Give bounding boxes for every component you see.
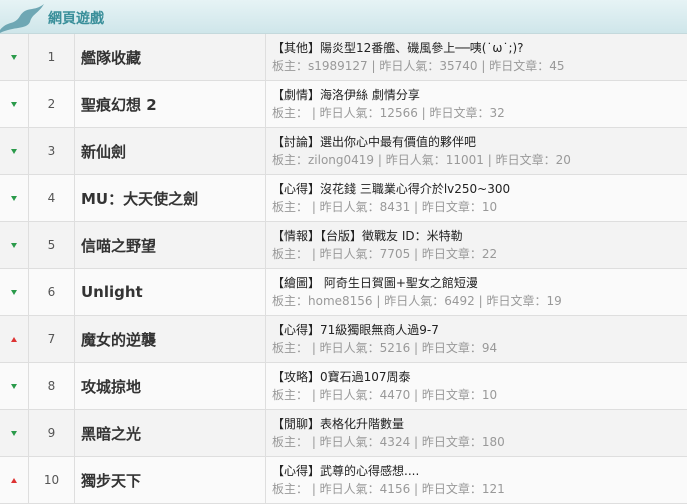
ranking-row: 10 獨步天下 【心得】武尊的心得感想.... 板主： | 昨日人氣：4156 |… [0, 457, 687, 504]
trend-cell [0, 410, 29, 456]
topic-link[interactable]: 【心得】71級獨眼無商人過9-7 [272, 323, 439, 337]
board-meta: 板主： | 昨日人氣：4470 | 昨日文章：10 [272, 388, 498, 402]
trend-down-icon [11, 383, 17, 389]
game-name-link[interactable]: MU：大天使之劍 [75, 175, 266, 221]
ranking-row: 1 艦隊收藏 【其他】陽炎型12番艦、磯風參上──咦(˙ω˙;)? 板主：s198… [0, 34, 687, 81]
topic-link[interactable]: 【心得】沒花錢 三職業心得介於lv250~300 [272, 182, 511, 196]
board-meta: 板主： | 昨日人氣：4324 | 昨日文章：180 [272, 435, 505, 449]
ranking-row: 3 新仙劍 【討論】選出你心中最有價值的夥伴吧板主：zilong0419 | 昨… [0, 128, 687, 175]
game-name-link[interactable]: 黑暗之光 [75, 410, 266, 456]
trend-cell [0, 269, 29, 315]
trend-cell [0, 363, 29, 409]
ranking-row: 4 MU：大天使之劍 【心得】沒花錢 三職業心得介於lv250~300 板主： |… [0, 175, 687, 222]
topic-link[interactable]: 【心得】武尊的心得感想.... [272, 464, 420, 478]
game-name-link[interactable]: 魔女的逆襲 [75, 316, 266, 362]
rank-number: 5 [29, 222, 75, 268]
rank-number: 9 [29, 410, 75, 456]
game-name-link[interactable]: 攻城掠地 [75, 363, 266, 409]
trend-cell [0, 316, 29, 362]
topic-cell: 【繪圖】 阿奇生日賀圖+聖女之館短漫板主：home8156 | 昨日人氣：649… [266, 269, 687, 315]
topic-cell: 【情報】【台版】徵戰友 ID：米特勒板主： | 昨日人氣：7705 | 昨日文章… [266, 222, 687, 268]
topic-cell: 【攻略】0寶石過107周泰板主： | 昨日人氣：4470 | 昨日文章：10 [266, 363, 687, 409]
topic-link[interactable]: 【討論】選出你心中最有價值的夥伴吧 [272, 135, 477, 149]
dragon-logo-icon [0, 4, 44, 33]
topic-link[interactable]: 【攻略】0寶石過107周泰 [272, 370, 411, 384]
trend-cell [0, 128, 29, 174]
trend-cell [0, 34, 29, 80]
topic-link[interactable]: 【情報】【台版】徵戰友 ID：米特勒 [272, 229, 463, 243]
rank-number: 3 [29, 128, 75, 174]
board-meta: 板主： | 昨日人氣：7705 | 昨日文章：22 [272, 247, 498, 261]
board-meta: 板主： | 昨日人氣：4156 | 昨日文章：121 [272, 482, 505, 496]
trend-cell [0, 222, 29, 268]
trend-cell [0, 175, 29, 221]
game-name-link[interactable]: Unlight [75, 269, 266, 315]
rank-number: 7 [29, 316, 75, 362]
topic-cell: 【劇情】海洛伊絲 劇情分享板主： | 昨日人氣：12566 | 昨日文章：32 [266, 81, 687, 127]
topic-cell: 【心得】沒花錢 三職業心得介於lv250~300 板主： | 昨日人氣：8431 … [266, 175, 687, 221]
game-name-link[interactable]: 新仙劍 [75, 128, 266, 174]
ranking-row: 7 魔女的逆襲 【心得】71級獨眼無商人過9-7 板主： | 昨日人氣：5216 … [0, 316, 687, 363]
rank-number: 1 [29, 34, 75, 80]
trend-down-icon [11, 148, 17, 154]
topic-cell: 【心得】71級獨眼無商人過9-7 板主： | 昨日人氣：5216 | 昨日文章：9… [266, 316, 687, 362]
section-header: 網頁遊戲 [0, 0, 687, 34]
topic-cell: 【閒聊】表格化升階數量板主： | 昨日人氣：4324 | 昨日文章：180 [266, 410, 687, 456]
ranking-row: 5 信喵之野望 【情報】【台版】徵戰友 ID：米特勒板主： | 昨日人氣：770… [0, 222, 687, 269]
game-name-link[interactable]: 聖痕幻想 2 [75, 81, 266, 127]
trend-cell [0, 81, 29, 127]
rank-number: 6 [29, 269, 75, 315]
board-meta: 板主：home8156 | 昨日人氣：6492 | 昨日文章：19 [272, 294, 562, 308]
game-name-link[interactable]: 獨步天下 [75, 457, 266, 503]
rank-number: 10 [29, 457, 75, 503]
topic-cell: 【討論】選出你心中最有價值的夥伴吧板主：zilong0419 | 昨日人氣：11… [266, 128, 687, 174]
topic-cell: 【心得】武尊的心得感想.... 板主： | 昨日人氣：4156 | 昨日文章：12… [266, 457, 687, 503]
trend-down-icon [11, 101, 17, 107]
trend-up-icon [11, 336, 17, 342]
board-meta: 板主：s1989127 | 昨日人氣：35740 | 昨日文章：45 [272, 59, 565, 73]
topic-link[interactable]: 【劇情】海洛伊絲 劇情分享 [272, 88, 420, 102]
ranking-row: 8 攻城掠地 【攻略】0寶石過107周泰板主： | 昨日人氣：4470 | 昨日… [0, 363, 687, 410]
trend-up-icon [11, 477, 17, 483]
rank-number: 2 [29, 81, 75, 127]
trend-cell [0, 457, 29, 503]
ranking-row: 6 Unlight 【繪圖】 阿奇生日賀圖+聖女之館短漫板主：home8156 … [0, 269, 687, 316]
topic-link[interactable]: 【閒聊】表格化升階數量 [272, 417, 405, 431]
rank-number: 8 [29, 363, 75, 409]
topic-cell: 【其他】陽炎型12番艦、磯風參上──咦(˙ω˙;)? 板主：s1989127 | … [266, 34, 687, 80]
board-meta: 板主： | 昨日人氣：12566 | 昨日文章：32 [272, 106, 505, 120]
board-meta: 板主： | 昨日人氣：8431 | 昨日文章：10 [272, 200, 498, 214]
topic-link[interactable]: 【其他】陽炎型12番艦、磯風參上──咦(˙ω˙;)? [272, 41, 524, 55]
trend-down-icon [11, 54, 17, 60]
ranking-row: 2 聖痕幻想 2 【劇情】海洛伊絲 劇情分享板主： | 昨日人氣：12566 |… [0, 81, 687, 128]
game-name-link[interactable]: 信喵之野望 [75, 222, 266, 268]
trend-down-icon [11, 242, 17, 248]
trend-down-icon [11, 430, 17, 436]
topic-link[interactable]: 【繪圖】 阿奇生日賀圖+聖女之館短漫 [272, 276, 478, 290]
trend-down-icon [11, 289, 17, 295]
rank-number: 4 [29, 175, 75, 221]
board-meta: 板主：zilong0419 | 昨日人氣：11001 | 昨日文章：20 [272, 153, 571, 167]
game-name-link[interactable]: 艦隊收藏 [75, 34, 266, 80]
ranking-list: 1 艦隊收藏 【其他】陽炎型12番艦、磯風參上──咦(˙ω˙;)? 板主：s198… [0, 34, 687, 504]
section-title: 網頁遊戲 [48, 11, 104, 27]
board-meta: 板主： | 昨日人氣：5216 | 昨日文章：94 [272, 341, 498, 355]
ranking-row: 9 黑暗之光 【閒聊】表格化升階數量板主： | 昨日人氣：4324 | 昨日文章… [0, 410, 687, 457]
trend-down-icon [11, 195, 17, 201]
